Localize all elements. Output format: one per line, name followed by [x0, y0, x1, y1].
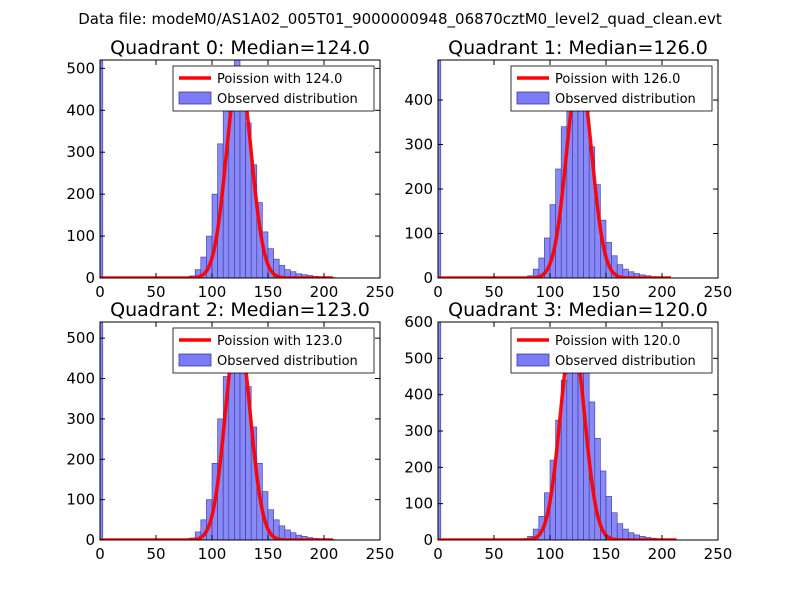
x-tick-label: 250 [704, 545, 733, 563]
chart-title: Quadrant 1: Median=126.0 [448, 37, 708, 59]
x-tick-label: 0 [433, 283, 443, 301]
y-tick-label: 500 [404, 349, 433, 367]
legend: Poission with 120.0 Observed distribution [510, 327, 713, 374]
y-tick-label: 0 [423, 269, 433, 287]
histogram-bar [616, 523, 624, 540]
axes-frame [99, 321, 381, 541]
x-tick-label: 50 [146, 283, 165, 301]
legend-label-observed: Observed distribution [217, 92, 358, 107]
chart-title: Quadrant 2: Median=123.0 [110, 299, 370, 321]
x-tick-label: 250 [704, 283, 733, 301]
y-tick-label: 200 [66, 185, 95, 203]
legend-label-poisson: Poission with 120.0 [555, 334, 680, 349]
x-tick-label: 0 [95, 283, 105, 301]
legend-label-observed: Observed distribution [217, 354, 358, 369]
y-tick-label: 200 [404, 180, 433, 198]
legend-label-poisson: Poission with 123.0 [217, 334, 342, 349]
legend-bar-swatch [178, 353, 212, 367]
y-tick-label: 400 [66, 370, 95, 388]
quadrant-2-chart: 0 50 100 150 200 250 0 100 200 300 400 500 Quadrant … [66, 299, 394, 563]
x-tick-label: 0 [95, 545, 105, 563]
legend-bar-swatch [516, 91, 550, 105]
x-tick-label: 250 [366, 283, 395, 301]
x-tick-label: 200 [648, 283, 677, 301]
legend-bar-swatch [516, 353, 550, 367]
y-tick-label: 500 [66, 59, 95, 77]
x-tick-label: 200 [310, 283, 339, 301]
y-tick-label: 400 [404, 91, 433, 109]
y-tick-label: 300 [66, 410, 95, 428]
chart-title: Quadrant 3: Median=120.0 [448, 299, 708, 321]
y-tick-label: 0 [85, 531, 95, 549]
x-tick-label: 50 [484, 545, 503, 563]
x-tick-label: 200 [648, 545, 677, 563]
quadrant-0-chart: 0 50 100 150 200 250 0 100 200 300 400 500 Quadrant … [66, 37, 394, 301]
legend-label-observed: Observed distribution [555, 354, 696, 369]
x-tick-label: 100 [536, 545, 565, 563]
y-tick-label: 300 [404, 422, 433, 440]
x-tick-label: 250 [366, 545, 395, 563]
chart-title: Quadrant 0: Median=124.0 [110, 37, 370, 59]
x-tick-label: 50 [146, 545, 165, 563]
poisson-curve [438, 334, 677, 540]
y-tick-label: 100 [404, 495, 433, 513]
x-tick-label: 0 [433, 545, 443, 563]
legend-bar-swatch [178, 91, 212, 105]
histogram-bar [239, 84, 246, 278]
y-tick-label: 200 [66, 450, 95, 468]
quadrant-1-chart: 0 50 100 150 200 250 0 100 200 300 400 Quadrant 1: … [404, 37, 732, 301]
x-tick-label: 150 [592, 283, 621, 301]
axes-frame [99, 59, 381, 279]
legend: Poission with 124.0 Observed distribution [172, 65, 375, 112]
x-tick-label: 150 [254, 283, 283, 301]
y-tick-label: 600 [404, 313, 433, 331]
quadrant-3-chart: 0 50 100 150 200 250 0 100 200 300 400 500 600 Quadra… [404, 299, 732, 563]
y-tick-label: 300 [404, 136, 433, 154]
y-tick-label: 400 [404, 386, 433, 404]
x-tick-label: 100 [198, 545, 227, 563]
y-tick-label: 100 [404, 225, 433, 243]
legend-label-poisson: Poission with 126.0 [555, 72, 680, 87]
y-tick-label: 0 [423, 531, 433, 549]
legend-label-poisson: Poission with 124.0 [217, 72, 342, 87]
y-tick-label: 100 [66, 491, 95, 509]
y-tick-label: 100 [66, 227, 95, 245]
axes-frame [437, 59, 719, 279]
y-tick-label: 500 [66, 329, 95, 347]
x-tick-label: 100 [198, 283, 227, 301]
histogram-bar [605, 496, 612, 540]
histogram-bar-zero [100, 322, 104, 540]
y-tick-label: 400 [66, 101, 95, 119]
histogram-bar [566, 350, 573, 540]
legend: Poission with 123.0 Observed distribution [172, 327, 375, 374]
figure-title: Data file: modeM0/AS1A02_005T01_90000009… [78, 10, 722, 29]
y-tick-label: 0 [85, 269, 95, 287]
x-tick-label: 150 [254, 545, 283, 563]
y-tick-label: 200 [404, 458, 433, 476]
histogram-bar-zero [438, 60, 442, 278]
y-tick-label: 300 [66, 143, 95, 161]
legend-label-observed: Observed distribution [555, 92, 696, 107]
legend: Poission with 126.0 Observed distribution [510, 65, 713, 112]
x-tick-label: 150 [592, 545, 621, 563]
x-tick-label: 50 [484, 283, 503, 301]
x-tick-label: 100 [536, 283, 565, 301]
histogram-bar [611, 512, 618, 540]
x-tick-label: 200 [310, 545, 339, 563]
histogram-bar-zero [100, 60, 104, 278]
histogram-bar [239, 351, 246, 540]
